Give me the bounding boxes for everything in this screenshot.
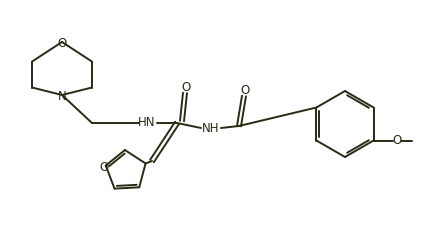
Text: NH: NH [202,122,220,135]
Text: O: O [240,84,250,97]
Text: O: O [392,135,401,147]
Text: N: N [58,90,66,103]
Text: O: O [58,37,66,50]
Text: O: O [182,81,190,94]
Text: HN: HN [138,116,156,130]
Text: O: O [99,161,108,174]
